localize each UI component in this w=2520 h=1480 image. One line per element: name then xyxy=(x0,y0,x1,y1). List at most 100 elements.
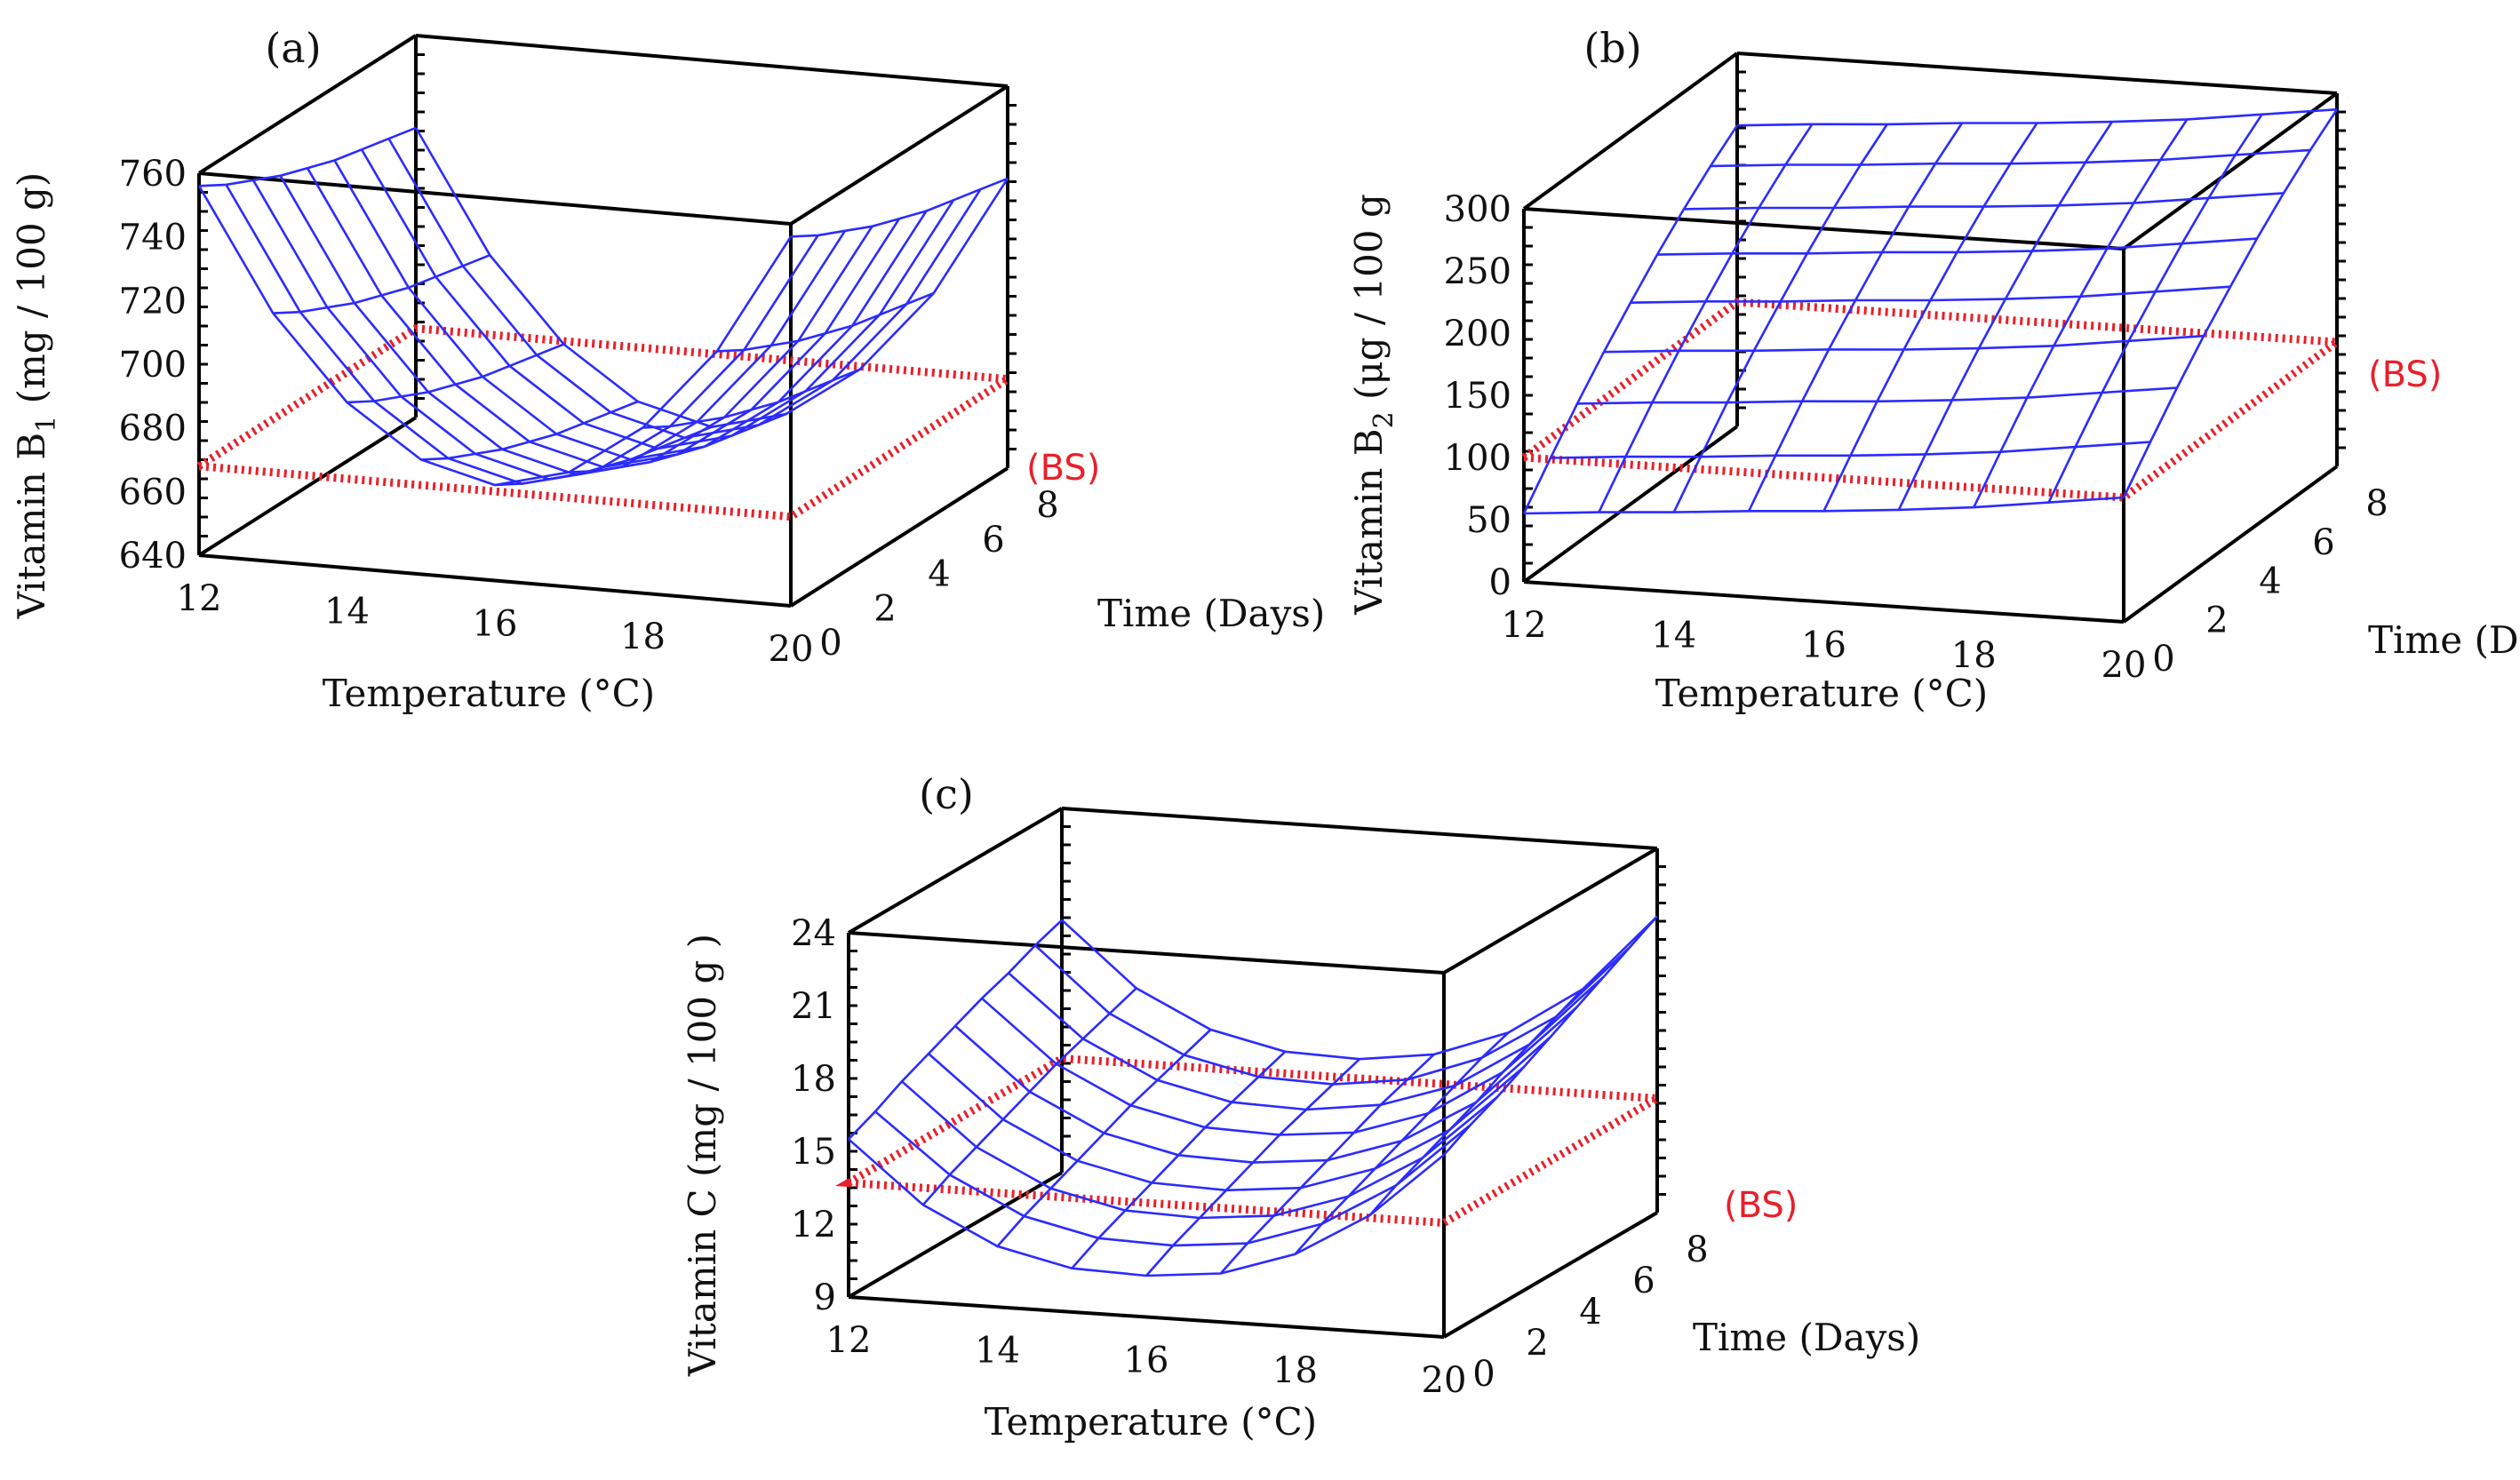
surface-line-temp-15 xyxy=(420,400,639,461)
z-axis-label: Vitamin B2 (μg / 100 g xyxy=(1347,194,1400,616)
z-tick-label: 680 xyxy=(119,409,187,450)
box-edge xyxy=(1061,807,1658,850)
y-tick-label: 2 xyxy=(1526,1323,1548,1364)
y-tick-label: 6 xyxy=(982,520,1004,561)
z-tick-label: 0 xyxy=(1489,562,1511,603)
x-tick-label: 12 xyxy=(1502,605,1547,646)
x-tick-label: 14 xyxy=(324,591,370,632)
z-tick-label: 700 xyxy=(119,345,187,386)
z-tick-label: 18 xyxy=(791,1059,836,1100)
z-tick-label: 740 xyxy=(119,218,187,259)
x-tick-label: 20 xyxy=(2101,645,2147,686)
surface-line-temp-14 xyxy=(1672,123,1888,513)
z-axis-label-main: Vitamin C (mg / 100 g ) xyxy=(681,934,724,1377)
x-tick-label: 18 xyxy=(1951,635,1997,676)
z-tick-label: 24 xyxy=(791,913,836,954)
box-edge xyxy=(197,34,418,175)
z-tick-label: 660 xyxy=(119,472,187,513)
x-tick-label: 20 xyxy=(769,629,814,670)
z-tick-label: 100 xyxy=(1444,438,1511,479)
x-axis-label: Temperature (°C) xyxy=(985,1400,1317,1444)
x-tick-label: 18 xyxy=(620,617,666,657)
surface-line-temp-13 xyxy=(1598,123,1814,513)
z-axis-label-main: Vitamin B xyxy=(1347,428,1391,615)
surface-line-temp-16 xyxy=(1822,122,2038,512)
y-tick-label: 0 xyxy=(819,623,841,664)
box-edge xyxy=(1523,580,2125,624)
x-tick-label: 16 xyxy=(1801,625,1846,666)
baseline-label: (BS) xyxy=(1026,448,1100,489)
box-edge xyxy=(1442,1211,1659,1339)
x-tick-label: 20 xyxy=(1422,1360,1467,1401)
x-tick-label: 12 xyxy=(826,1320,872,1361)
z-axis-label-unit: (mg / 100 g) xyxy=(10,172,53,416)
surface-line-time-7 xyxy=(387,138,982,440)
box-edge xyxy=(789,466,1009,608)
y-axis-label: Time (Days) xyxy=(1693,1316,1920,1359)
surface-line-temp-20 xyxy=(790,177,1009,238)
box-edge xyxy=(1523,207,2125,251)
surface-line-temp-12 xyxy=(1522,124,1739,514)
x-tick-label: 12 xyxy=(177,578,222,619)
z-axis-label: Vitamin B1 (mg / 100 g) xyxy=(10,172,62,620)
baseline-plane xyxy=(187,324,1020,521)
z-tick-label: 9 xyxy=(814,1277,836,1318)
y-tick-label: 4 xyxy=(2259,561,2281,602)
surface-line-time-6 xyxy=(1008,972,1605,1111)
y-tick-label: 6 xyxy=(1632,1261,1655,1301)
surface-line-temp-20 xyxy=(2122,108,2339,498)
surface-line-temp-14 xyxy=(996,1029,1212,1247)
box-edge xyxy=(789,84,1009,226)
surface-line-temp-15 xyxy=(1747,122,1964,512)
y-tick-label: 0 xyxy=(2152,639,2174,680)
surface-line-temp-14 xyxy=(347,343,564,404)
z-tick-label: 21 xyxy=(791,986,836,1027)
y-tick-label: 4 xyxy=(1579,1292,1601,1333)
baseline-plane xyxy=(1512,298,2349,502)
z-axis-label-subscript: 1 xyxy=(31,416,62,433)
box-edge xyxy=(415,34,1009,88)
x-tick-label: 14 xyxy=(975,1330,1020,1371)
box-edge xyxy=(848,931,1445,975)
z-tick-label: 50 xyxy=(1466,500,1511,541)
y-tick-label: 6 xyxy=(2312,522,2334,563)
surface-line-temp-19 xyxy=(716,291,935,353)
surface-line-temp-17 xyxy=(569,412,786,473)
y-tick-label: 4 xyxy=(928,554,950,595)
box-edge xyxy=(198,553,792,608)
surface-line-temp-16 xyxy=(494,426,713,487)
z-axis-label-main: Vitamin B xyxy=(10,433,53,619)
x-tick-label: 16 xyxy=(1124,1341,1169,1381)
surface-line-temp-18 xyxy=(642,368,860,429)
surface-line-temp-17 xyxy=(1219,1053,1435,1275)
surface-line-temp-13 xyxy=(921,987,1137,1206)
x-tick-label: 14 xyxy=(1651,615,1696,656)
y-tick-label: 2 xyxy=(873,588,896,629)
y-tick-label: 2 xyxy=(2205,600,2228,641)
y-axis-label: Time (Days) xyxy=(1097,592,1325,635)
box-edge xyxy=(1522,52,1739,211)
x-tick-label: 16 xyxy=(473,604,518,645)
surface-line-temp-12 xyxy=(848,919,1063,1141)
x-tick-label: 18 xyxy=(1272,1350,1318,1391)
surface-line-temp-18 xyxy=(1973,118,2189,508)
box-edge xyxy=(1736,52,2338,95)
z-tick-label: 150 xyxy=(1444,376,1511,417)
box-edge xyxy=(1442,847,1659,975)
surface-line-temp-13 xyxy=(273,253,490,314)
surface-line-temp-19 xyxy=(2047,114,2263,504)
panel-label: (c) xyxy=(919,770,974,818)
panel-label: (b) xyxy=(1583,24,1641,72)
box-edge xyxy=(848,1295,1445,1339)
z-tick-label: 12 xyxy=(791,1205,836,1245)
y-axis-label: Time (Days) xyxy=(2368,618,2520,662)
panel-label: (a) xyxy=(265,24,321,72)
z-tick-label: 640 xyxy=(119,536,187,577)
y-tick-label: 8 xyxy=(1036,485,1058,526)
box-edge xyxy=(198,171,792,226)
baseline-label: (BS) xyxy=(2368,354,2442,395)
